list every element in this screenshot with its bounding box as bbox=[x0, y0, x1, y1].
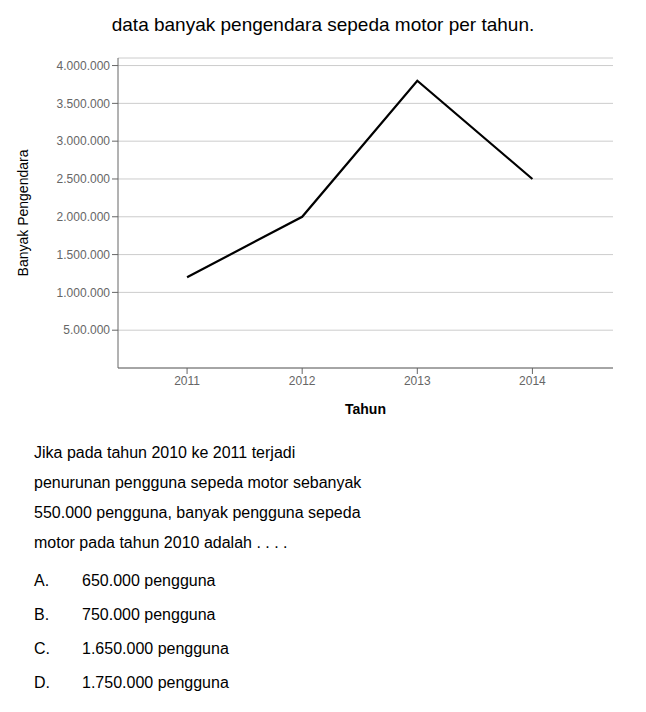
svg-text:1.000.000: 1.000.000 bbox=[57, 286, 111, 300]
svg-text:4.000.000: 4.000.000 bbox=[57, 59, 111, 73]
html-text:penurunan pengguna sepeda moto: penurunan pengguna sepeda motor sebanyak bbox=[34, 474, 362, 491]
svg-text:2012: 2012 bbox=[289, 374, 316, 388]
html-text:1.750.000 pengguna: 1.750.000 pengguna bbox=[82, 674, 229, 691]
svg-text:Banyak Pengendara: Banyak Pengendara bbox=[15, 149, 31, 276]
html-text:C.: C. bbox=[34, 640, 50, 657]
svg-text:2.500.000: 2.500.000 bbox=[57, 172, 111, 186]
html-text:1.650.000 pengguna: 1.650.000 pengguna bbox=[82, 640, 229, 657]
html-text:750.000 pengguna: 750.000 pengguna bbox=[82, 606, 216, 623]
svg-text:5.00.000: 5.00.000 bbox=[63, 323, 110, 337]
svg-text:3.000.000: 3.000.000 bbox=[57, 134, 111, 148]
html-text:650.000 pengguna: 650.000 pengguna bbox=[82, 572, 216, 589]
html-text:A.: A. bbox=[34, 572, 50, 589]
html-text:D.: D. bbox=[34, 674, 50, 691]
svg-text:2.000.000: 2.000.000 bbox=[57, 210, 111, 224]
svg-text:2014: 2014 bbox=[519, 374, 546, 388]
svg-text:1.500.000: 1.500.000 bbox=[57, 248, 111, 262]
svg-text:Tahun: Tahun bbox=[345, 401, 386, 417]
svg-text:3.500.000: 3.500.000 bbox=[57, 97, 111, 111]
html-text:B.: B. bbox=[34, 606, 50, 623]
html-text:550.000 pengguna, banyak pengg: 550.000 pengguna, banyak pengguna sepeda bbox=[34, 504, 361, 521]
html-text:data banyak pengendara sepeda: data banyak pengendara sepeda motor per … bbox=[111, 14, 535, 35]
svg-text:2011: 2011 bbox=[174, 374, 200, 388]
html-text:Jika pada tahun 2010 ke 2011 t: Jika pada tahun 2010 ke 2011 terjadi bbox=[34, 444, 296, 461]
svg-text:2013: 2013 bbox=[404, 374, 431, 388]
html-text:motor pada tahun 2010 adalah .: motor pada tahun 2010 adalah . . . . bbox=[34, 534, 288, 551]
